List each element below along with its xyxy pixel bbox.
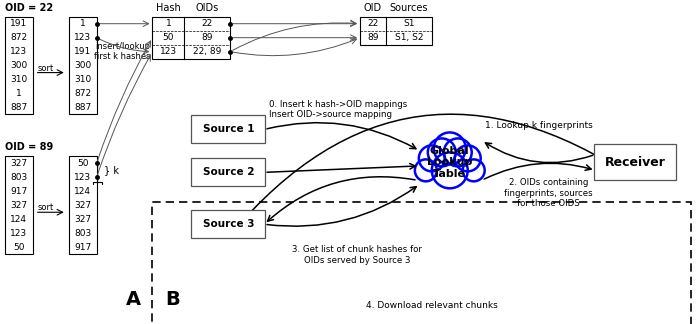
- FancyBboxPatch shape: [69, 17, 97, 114]
- Text: 50: 50: [77, 159, 88, 168]
- Text: 123: 123: [74, 33, 91, 42]
- Text: Sources: Sources: [390, 3, 428, 13]
- Text: 310: 310: [74, 75, 91, 84]
- Text: 89: 89: [368, 33, 379, 42]
- FancyBboxPatch shape: [5, 17, 33, 114]
- Text: 803: 803: [10, 173, 27, 182]
- Text: S1: S1: [403, 19, 414, 28]
- Circle shape: [428, 138, 456, 166]
- Text: 2. OIDs containing
fingerprints, sources
for those OIDS: 2. OIDs containing fingerprints, sources…: [504, 178, 593, 208]
- Text: insert/lookup
first k hashes: insert/lookup first k hashes: [94, 42, 150, 61]
- Text: 327: 327: [10, 159, 27, 168]
- Text: 0. Insert k hash->OID mappings
Insert OID->source mapping: 0. Insert k hash->OID mappings Insert OI…: [270, 100, 407, 120]
- Text: 123: 123: [10, 47, 27, 56]
- Circle shape: [455, 145, 481, 171]
- Text: 124: 124: [10, 215, 27, 224]
- FancyBboxPatch shape: [5, 156, 33, 254]
- Text: 327: 327: [74, 215, 91, 224]
- Text: OID = 89: OID = 89: [5, 143, 53, 152]
- FancyBboxPatch shape: [191, 210, 265, 238]
- Text: Source 1: Source 1: [202, 124, 254, 134]
- Text: 300: 300: [74, 61, 91, 70]
- Text: sort: sort: [38, 64, 54, 73]
- Text: OIDs: OIDs: [196, 3, 219, 13]
- FancyBboxPatch shape: [594, 145, 676, 180]
- Text: 4. Download relevant chunks: 4. Download relevant chunks: [366, 301, 498, 310]
- Circle shape: [415, 159, 437, 181]
- FancyBboxPatch shape: [153, 17, 230, 59]
- Text: Source 2: Source 2: [202, 168, 254, 177]
- Text: 803: 803: [74, 229, 91, 238]
- Text: 191: 191: [74, 47, 91, 56]
- Text: sort: sort: [38, 203, 54, 212]
- Text: 872: 872: [10, 33, 27, 42]
- Circle shape: [432, 152, 468, 188]
- FancyBboxPatch shape: [191, 115, 265, 144]
- Text: Receiver: Receiver: [605, 156, 666, 169]
- Text: 123: 123: [74, 173, 91, 182]
- Text: 1: 1: [16, 89, 22, 98]
- Text: 887: 887: [10, 103, 27, 112]
- Text: 3. Get list of chunk hashes for
OIDs served by Source 3: 3. Get list of chunk hashes for OIDs ser…: [292, 245, 422, 265]
- FancyBboxPatch shape: [69, 156, 97, 254]
- Text: 1. Lookup k fingerprints: 1. Lookup k fingerprints: [484, 122, 592, 131]
- Circle shape: [434, 133, 466, 164]
- Text: 124: 124: [74, 187, 91, 196]
- Text: 1: 1: [80, 19, 85, 28]
- Text: 89: 89: [202, 33, 213, 42]
- FancyBboxPatch shape: [191, 158, 265, 186]
- Text: 310: 310: [10, 75, 27, 84]
- Circle shape: [463, 159, 484, 181]
- Text: Source 3: Source 3: [202, 219, 254, 229]
- Text: OID = 22: OID = 22: [5, 3, 53, 13]
- Text: 887: 887: [74, 103, 91, 112]
- Text: A: A: [126, 290, 141, 309]
- Text: OID: OID: [364, 3, 382, 13]
- Text: B: B: [165, 290, 180, 309]
- Text: } k: } k: [104, 165, 118, 175]
- Text: 50: 50: [162, 33, 174, 42]
- Text: 22: 22: [202, 19, 213, 28]
- Text: 191: 191: [10, 19, 27, 28]
- Text: 50: 50: [13, 243, 24, 252]
- Text: 123: 123: [10, 229, 27, 238]
- Text: 123: 123: [160, 47, 177, 56]
- Text: 917: 917: [10, 187, 27, 196]
- Text: 872: 872: [74, 89, 91, 98]
- Text: 22, 89: 22, 89: [193, 47, 221, 56]
- FancyBboxPatch shape: [360, 17, 432, 45]
- Text: 917: 917: [74, 243, 91, 252]
- Text: 300: 300: [10, 61, 27, 70]
- Text: 1: 1: [166, 19, 172, 28]
- Text: 327: 327: [10, 201, 27, 210]
- Text: Hash: Hash: [156, 3, 181, 13]
- Text: S1, S2: S1, S2: [395, 33, 423, 42]
- Text: Global
Lookup
Table: Global Lookup Table: [427, 146, 473, 179]
- Circle shape: [444, 138, 472, 166]
- Text: 327: 327: [74, 201, 91, 210]
- Circle shape: [419, 145, 444, 171]
- Text: 22: 22: [368, 19, 379, 28]
